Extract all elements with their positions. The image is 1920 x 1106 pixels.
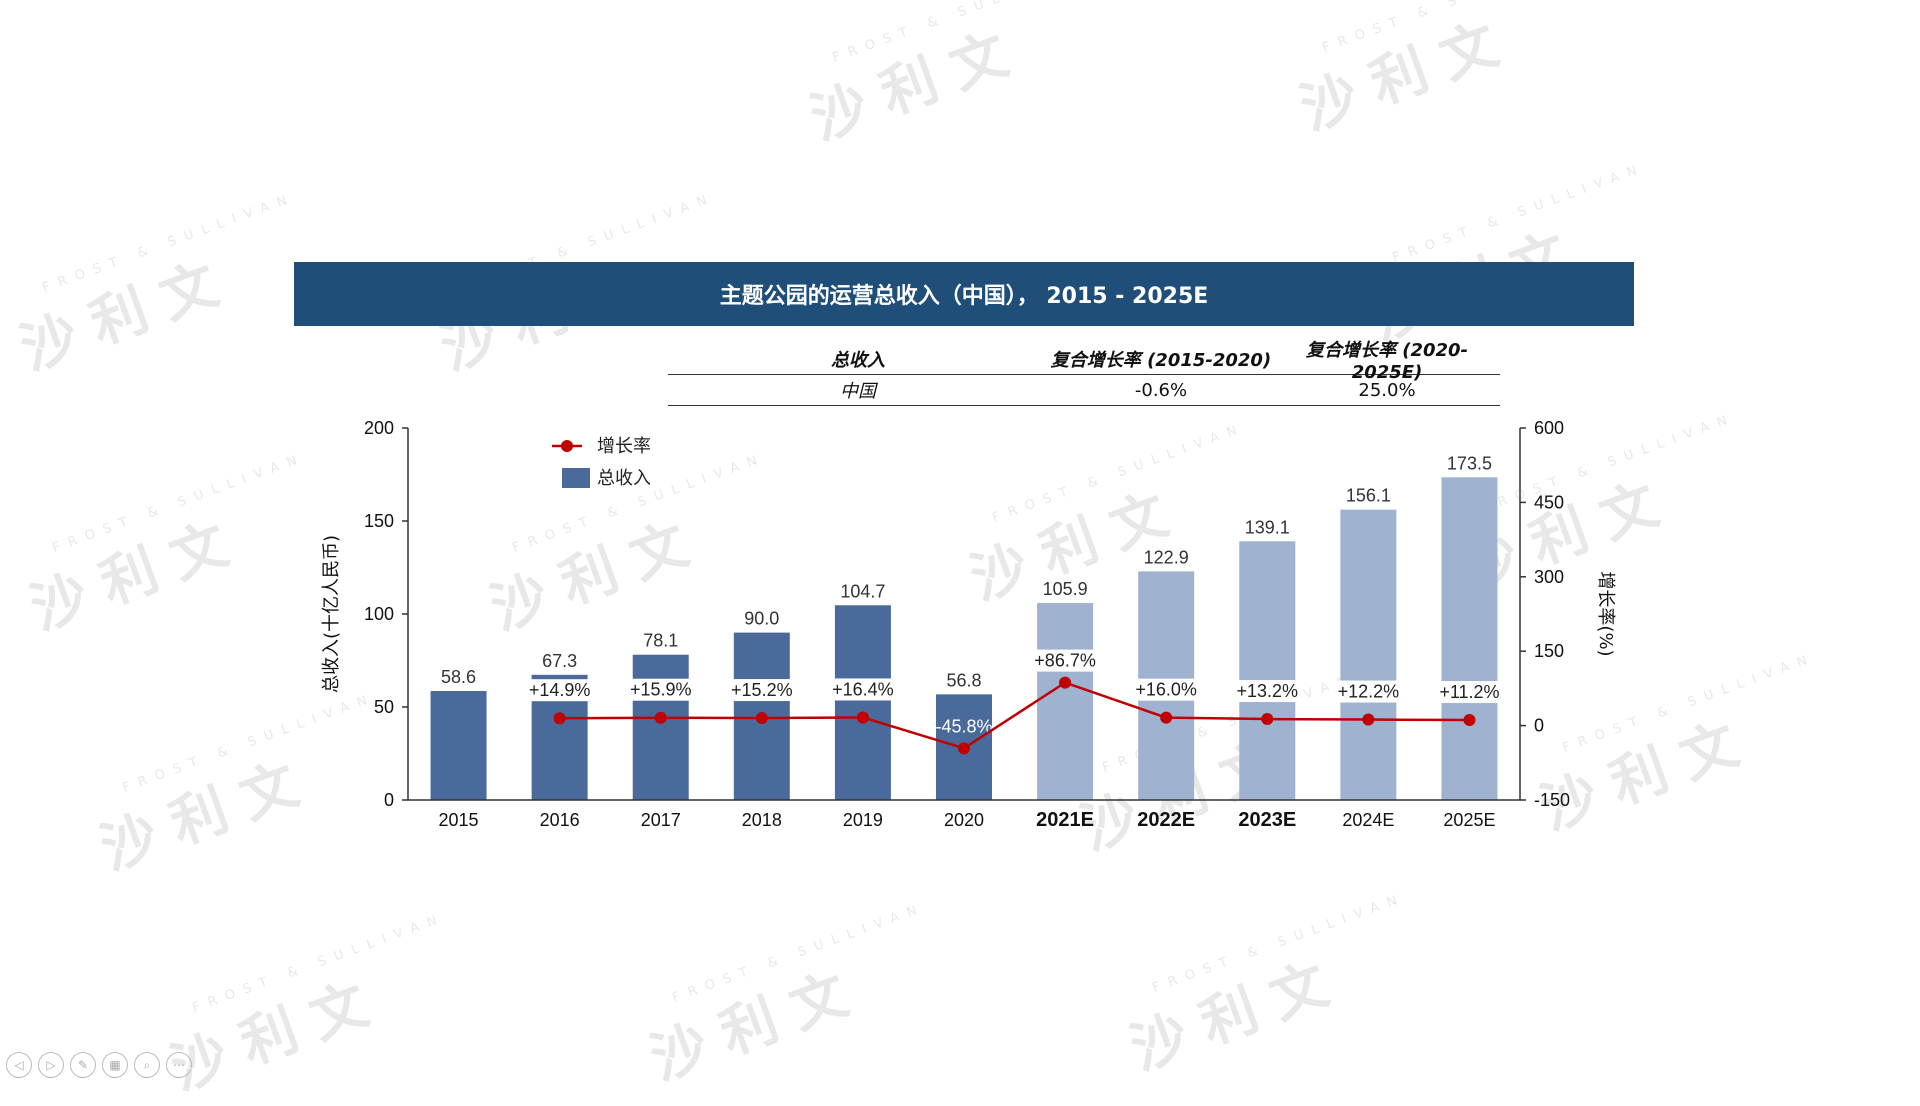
growth-point-2021E — [1059, 676, 1072, 689]
growth-point-2022E — [1160, 711, 1173, 724]
legend-label-revenue: 总收入 — [597, 468, 651, 489]
legend-bar-swatch — [562, 468, 590, 488]
prev-slide-icon[interactable]: ◁ — [6, 1052, 32, 1078]
slide-nav: ◁ ▷ ✎ ▦ ⌕ ⋯ — [6, 1052, 192, 1078]
summary-header-cagr-2020-2025: 复合增长率 (2020-2025E) — [1305, 339, 1469, 383]
pen-icon[interactable]: ✎ — [70, 1052, 96, 1078]
zoom-icon[interactable]: ⌕ — [134, 1052, 160, 1078]
summary-cagr-2015-2020: -0.6% — [1134, 379, 1188, 401]
growth-point-2020 — [958, 742, 970, 755]
growth-point-2016 — [553, 712, 566, 725]
growth-point-2017 — [654, 711, 667, 724]
next-slide-icon[interactable]: ▷ — [38, 1052, 64, 1078]
growth-point-2024E — [1362, 713, 1375, 726]
bar-2024E — [1340, 509, 1397, 800]
growth-point-2023E — [1261, 713, 1274, 726]
x-tick-label: 2018 — [742, 810, 782, 830]
y-tick-label-left: 100 — [364, 604, 394, 624]
y-tick-label-right: -150 — [1534, 790, 1570, 810]
y-tick-label-left: 200 — [364, 418, 394, 438]
growth-label-band — [630, 678, 691, 701]
growth-line — [559, 681, 1470, 750]
legend-label-growth: 增长率 — [597, 436, 651, 457]
bar-value-label: 173.5 — [1447, 453, 1492, 473]
y-tick-label-right: 600 — [1534, 418, 1564, 438]
x-tick-label: 2015 — [439, 810, 479, 830]
bar-value-label: 78.1 — [643, 631, 678, 651]
bar-2023E — [1239, 541, 1296, 800]
x-tick-label: 2021E — [1036, 809, 1094, 831]
summary-header-total: 总收入 — [831, 350, 885, 371]
bar-value-label: 90.0 — [744, 609, 779, 629]
chart-title: 主题公园的运营总收入（中国）， 2015 - 2025E — [294, 262, 1634, 326]
x-tick-label: 2020 — [944, 810, 984, 830]
summary-cagr-2020-2025: 25.0% — [1358, 379, 1416, 401]
bar-value-label: 56.8 — [946, 670, 981, 690]
growth-label-band — [1136, 678, 1197, 701]
growth-label: +15.9% — [630, 680, 692, 700]
bar-value-label: 105.9 — [1043, 579, 1088, 599]
x-tick-label: 2025E — [1443, 810, 1495, 830]
summary-header-cagr-2015-2020: 复合增长率 (2015-2020) — [1050, 350, 1272, 371]
more-options-icon[interactable]: ⋯ — [166, 1052, 192, 1078]
x-tick-label: 2016 — [540, 810, 580, 830]
growth-label: +86.7% — [1034, 651, 1096, 671]
x-tick-label: 2023E — [1238, 809, 1296, 831]
y-tick-label-left: 150 — [364, 511, 394, 531]
growth-label-band — [1237, 680, 1298, 703]
x-tick-label: 2017 — [641, 810, 681, 830]
bar-2025E — [1441, 477, 1498, 800]
growth-label: +15.2% — [731, 680, 793, 700]
y-tick-label-right: 0 — [1534, 716, 1544, 736]
growth-point-2025E — [1463, 714, 1476, 727]
y-axis-title-right: 增长率(%) — [1595, 571, 1616, 656]
growth-label: +13.2% — [1236, 681, 1298, 701]
slides-grid-icon[interactable]: ▦ — [102, 1052, 128, 1078]
growth-label-band — [1035, 649, 1096, 672]
bar-value-label: 156.1 — [1346, 486, 1391, 506]
bar-value-label: 67.3 — [542, 651, 577, 671]
growth-label: +12.2% — [1338, 682, 1400, 702]
revenue-chart: 58.6 67.3 78.1 90.0 104.7 56.8 105.9 122.9 139.1… — [321, 418, 1616, 831]
growth-label: +11.2% — [1439, 682, 1499, 702]
bar-value-label: 104.7 — [840, 581, 885, 601]
summary-value-row: 中国 -0.6% 25.0% — [668, 375, 1500, 406]
bar-value-label: 139.1 — [1245, 517, 1290, 537]
y-tick-label-right: 150 — [1534, 641, 1564, 661]
summary-table: 总收入 复合增长率 (2015-2020) 复合增长率 (2020-2025E)… — [668, 340, 1500, 406]
bar-2015 — [430, 691, 487, 800]
bar-2019 — [834, 605, 891, 800]
growth-point-2018 — [755, 712, 768, 725]
growth-label-band — [1439, 681, 1500, 704]
growth-label-band — [1338, 680, 1399, 703]
growth-label: +16.4% — [832, 679, 894, 699]
y-axis-title-left: 总收入(十亿人民币) — [321, 535, 342, 693]
y-tick-label-right: 450 — [1534, 492, 1564, 512]
growth-label: +16.0% — [1135, 680, 1197, 700]
x-tick-label: 2019 — [843, 810, 883, 830]
y-tick-label-left: 0 — [384, 790, 394, 810]
summary-region: 中国 — [840, 381, 876, 402]
growth-label-band — [731, 679, 792, 702]
bar-value-label: 122.9 — [1144, 547, 1189, 567]
growth-point-2019 — [856, 711, 869, 724]
growth-label: -45.8% — [935, 716, 992, 736]
legend-line-marker — [561, 440, 573, 452]
bar-value-label: 58.6 — [441, 667, 476, 687]
summary-header-row: 总收入 复合增长率 (2015-2020) 复合增长率 (2020-2025E) — [668, 340, 1500, 383]
growth-label-band — [529, 679, 590, 702]
growth-label: +14.9% — [529, 680, 591, 700]
bar-2021E — [1037, 603, 1094, 800]
y-tick-label-right: 300 — [1534, 567, 1564, 587]
y-tick-label-left: 50 — [374, 697, 394, 717]
growth-label-band — [832, 678, 893, 701]
x-tick-label: 2022E — [1137, 809, 1195, 831]
bar-2017 — [632, 654, 689, 800]
x-tick-label: 2024E — [1342, 810, 1394, 830]
